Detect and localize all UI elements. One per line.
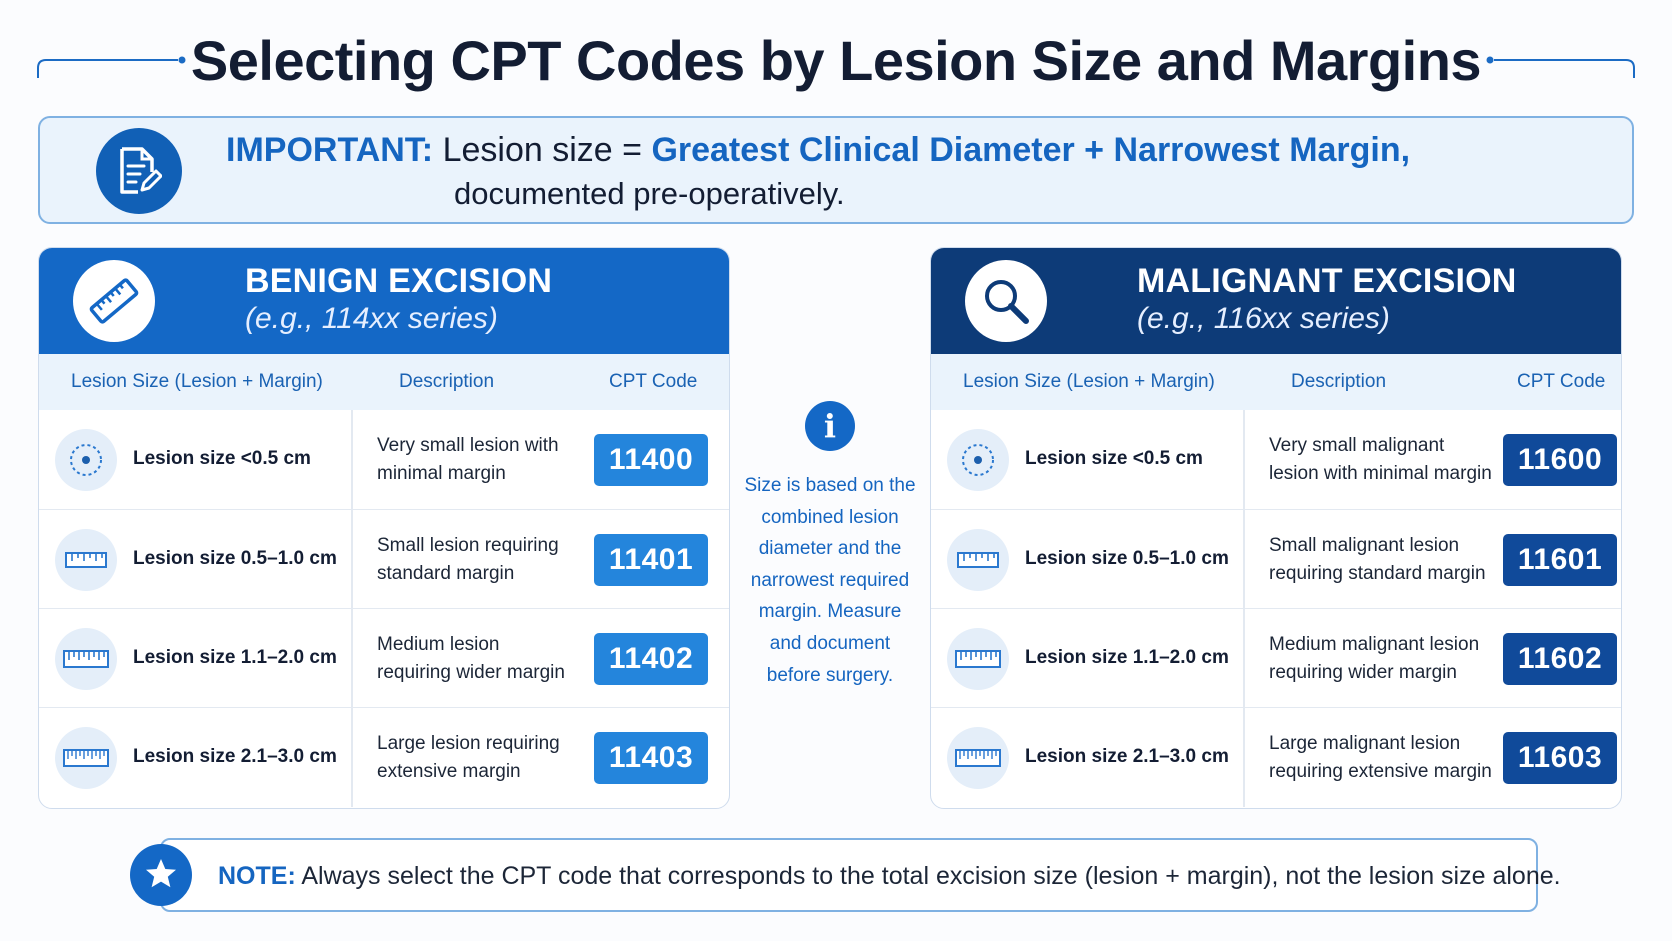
cpt-code-badge: 11602 bbox=[1503, 633, 1617, 685]
malignant-panel: MALIGNANT EXCISION (e.g., 116xx series) … bbox=[930, 247, 1622, 809]
note-label: NOTE: bbox=[218, 862, 296, 890]
note-text-wrapper: NOTE: Always select the CPT code that co… bbox=[218, 862, 1561, 891]
lesion-size-label: Lesion size <0.5 cm bbox=[133, 448, 311, 469]
note-banner: NOTE: Always select the CPT code that co… bbox=[160, 838, 1561, 912]
table-row: Lesion size <0.5 cm Very small lesion wi… bbox=[39, 410, 729, 509]
column-divider bbox=[1243, 609, 1245, 708]
column-header-size: Lesion Size (Lesion + Margin) bbox=[963, 371, 1215, 392]
benign-title: BENIGN EXCISION bbox=[245, 262, 553, 300]
target-dot-icon bbox=[947, 429, 1009, 491]
lesion-size-label: Lesion size 0.5–1.0 cm bbox=[133, 548, 337, 569]
important-label: IMPORTANT: bbox=[226, 131, 434, 169]
table-row: Lesion size 0.5–1.0 cm Small malignant l… bbox=[931, 509, 1621, 609]
page-title: Selecting CPT Codes by Lesion Size and M… bbox=[190, 29, 1482, 92]
ruler-small-icon bbox=[55, 529, 117, 591]
column-header-code: CPT Code bbox=[1517, 371, 1606, 392]
column-header-description: Description bbox=[1291, 371, 1387, 392]
ruler-medium-icon bbox=[947, 628, 1009, 690]
lesion-size-label: Lesion size 2.1–3.0 cm bbox=[133, 746, 337, 767]
row-description: Large lesion requiring extensive margin bbox=[377, 733, 560, 782]
document-edit-icon bbox=[96, 128, 182, 214]
cpt-code-badge: 11403 bbox=[594, 732, 708, 784]
column-divider bbox=[351, 708, 353, 807]
row-description: Large malignant lesion requiring extensi… bbox=[1269, 733, 1492, 782]
row-description: Small malignant lesion requiring standar… bbox=[1269, 535, 1486, 584]
benign-panel: BENIGN EXCISION (e.g., 114xx series) Les… bbox=[38, 247, 730, 809]
important-line2: documented pre-operatively. bbox=[454, 176, 845, 211]
table-row: Lesion size 2.1–3.0 cm Large malignant l… bbox=[931, 707, 1621, 807]
column-header-size: Lesion Size (Lesion + Margin) bbox=[71, 371, 323, 392]
malignant-subtitle: (e.g., 116xx series) bbox=[1137, 302, 1390, 335]
benign-header: BENIGN EXCISION (e.g., 114xx series) bbox=[39, 248, 729, 354]
cpt-code-badge: 11400 bbox=[594, 434, 708, 486]
cpt-code-badge: 11603 bbox=[1503, 732, 1617, 784]
note-text: Always select the CPT code that correspo… bbox=[301, 862, 1561, 890]
cpt-code-badge: 11600 bbox=[1503, 434, 1617, 486]
ruler-small-icon bbox=[947, 529, 1009, 591]
magnifier-icon bbox=[965, 260, 1047, 342]
table-row: Lesion size 1.1–2.0 cm Medium malignant … bbox=[931, 608, 1621, 708]
row-description: Small lesion requiring standard margin bbox=[377, 535, 559, 584]
column-divider bbox=[351, 410, 353, 509]
target-dot-icon bbox=[55, 429, 117, 491]
malignant-header: MALIGNANT EXCISION (e.g., 116xx series) bbox=[931, 248, 1621, 354]
title-decoration-left bbox=[37, 56, 186, 78]
row-description: Medium malignant lesion requiring wider … bbox=[1269, 634, 1480, 683]
column-divider bbox=[1243, 708, 1245, 807]
title-row: Selecting CPT Codes by Lesion Size and M… bbox=[0, 22, 1672, 102]
table-row: Lesion size <0.5 cm Very small malignant… bbox=[931, 410, 1621, 509]
info-text: Size is based on the combined lesion dia… bbox=[744, 475, 916, 686]
malignant-title: MALIGNANT EXCISION bbox=[1137, 262, 1517, 300]
lesion-size-label: Lesion size <0.5 cm bbox=[1025, 448, 1203, 469]
benign-subtitle: (e.g., 114xx series) bbox=[245, 302, 498, 335]
cpt-code-badge: 11402 bbox=[594, 633, 708, 685]
cpt-code-badge: 11401 bbox=[594, 534, 708, 586]
star-icon bbox=[130, 844, 192, 906]
ruler-large-icon bbox=[947, 727, 1009, 789]
table-row: Lesion size 0.5–1.0 cm Small lesion requ… bbox=[39, 509, 729, 609]
ruler-large-icon bbox=[55, 727, 117, 789]
important-text: IMPORTANT: Lesion size = Greatest Clinic… bbox=[226, 128, 1410, 216]
row-description: Very small lesion with minimal margin bbox=[377, 435, 559, 484]
lesion-size-label: Lesion size 0.5–1.0 cm bbox=[1025, 548, 1229, 569]
column-header-description: Description bbox=[399, 371, 495, 392]
important-emphasis: Greatest Clinical Diameter + Narrowest M… bbox=[651, 131, 1411, 169]
important-lead: Lesion size = bbox=[442, 131, 642, 169]
ruler-icon bbox=[73, 260, 155, 342]
cpt-code-badge: 11601 bbox=[1503, 534, 1617, 586]
table-row: Lesion size 2.1–3.0 cm Large lesion requ… bbox=[39, 707, 729, 807]
column-divider bbox=[351, 510, 353, 609]
lesion-size-label: Lesion size 1.1–2.0 cm bbox=[133, 647, 337, 668]
lesion-size-label: Lesion size 1.1–2.0 cm bbox=[1025, 647, 1229, 668]
column-divider bbox=[1243, 510, 1245, 609]
important-banner: IMPORTANT: Lesion size = Greatest Clinic… bbox=[38, 116, 1634, 224]
column-header-code: CPT Code bbox=[609, 371, 698, 392]
row-description: Very small malignant lesion with minimal… bbox=[1269, 435, 1492, 484]
title-decoration-right bbox=[1486, 56, 1635, 78]
benign-column-headers: Lesion Size (Lesion + Margin) Descriptio… bbox=[39, 354, 729, 410]
table-row: Lesion size 1.1–2.0 cm Medium lesion req… bbox=[39, 608, 729, 708]
lesion-size-label: Lesion size 2.1–3.0 cm bbox=[1025, 746, 1229, 767]
malignant-column-headers: Lesion Size (Lesion + Margin) Descriptio… bbox=[931, 354, 1621, 410]
column-divider bbox=[351, 609, 353, 708]
row-description: Medium lesion requiring wider margin bbox=[377, 634, 565, 683]
ruler-medium-icon bbox=[55, 628, 117, 690]
info-icon: i bbox=[805, 401, 855, 451]
column-divider bbox=[1243, 410, 1245, 509]
